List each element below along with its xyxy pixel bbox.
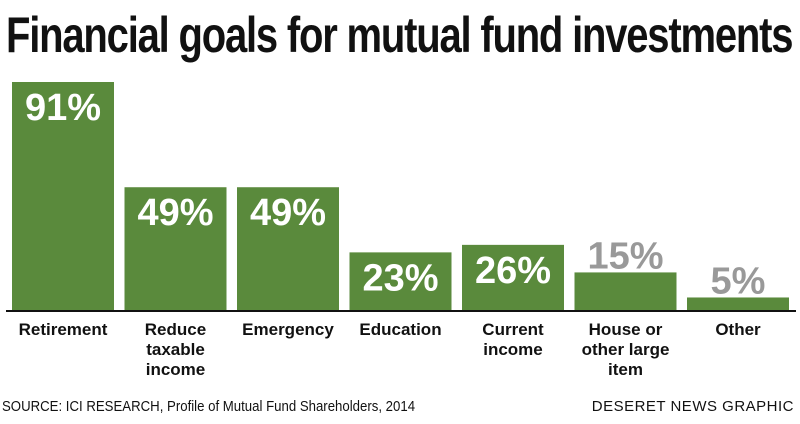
category-label-line: Reduce bbox=[145, 320, 206, 339]
category-label-line: income bbox=[146, 360, 206, 379]
graphic-credit: DESERET NEWS GRAPHIC bbox=[591, 398, 794, 415]
bar-value-label: 49% bbox=[137, 192, 213, 234]
bar-value-label: 26% bbox=[475, 250, 551, 292]
category-label-line: Other bbox=[715, 320, 761, 339]
category-label: Education bbox=[359, 320, 441, 339]
category-label-line: Retirement bbox=[19, 320, 108, 339]
bar bbox=[574, 272, 677, 310]
bar-value-label: 5% bbox=[711, 260, 766, 302]
category-label-line: income bbox=[483, 340, 543, 359]
bar-value-label: 23% bbox=[362, 257, 438, 299]
bar bbox=[12, 82, 114, 310]
category-label: Emergency bbox=[242, 320, 334, 339]
category-label-line: House or bbox=[589, 320, 663, 339]
bar bbox=[687, 297, 789, 310]
bar-value-label: 91% bbox=[25, 87, 101, 129]
category-label: Current income bbox=[482, 320, 544, 359]
category-label-line: Education bbox=[359, 320, 441, 339]
bar bbox=[237, 187, 339, 310]
category-label-line: Current bbox=[482, 320, 544, 339]
category-label-line: Emergency bbox=[242, 320, 334, 339]
bar-value-label: 15% bbox=[587, 235, 663, 277]
category-label: Retirement bbox=[19, 320, 108, 339]
category-label-line: item bbox=[608, 360, 643, 379]
category-label-line: other large bbox=[582, 340, 670, 359]
bar bbox=[462, 244, 564, 310]
bar bbox=[349, 252, 452, 310]
bar bbox=[124, 187, 227, 310]
category-label: Other bbox=[715, 320, 761, 339]
category-label-line: taxable bbox=[146, 340, 205, 359]
category-label: House or other large item bbox=[582, 320, 670, 379]
category-label: Reduce taxable income bbox=[145, 320, 206, 379]
bar-value-label: 49% bbox=[250, 192, 326, 234]
source-note: SOURCE: ICI RESEARCH, Profile of Mutual … bbox=[2, 398, 416, 415]
